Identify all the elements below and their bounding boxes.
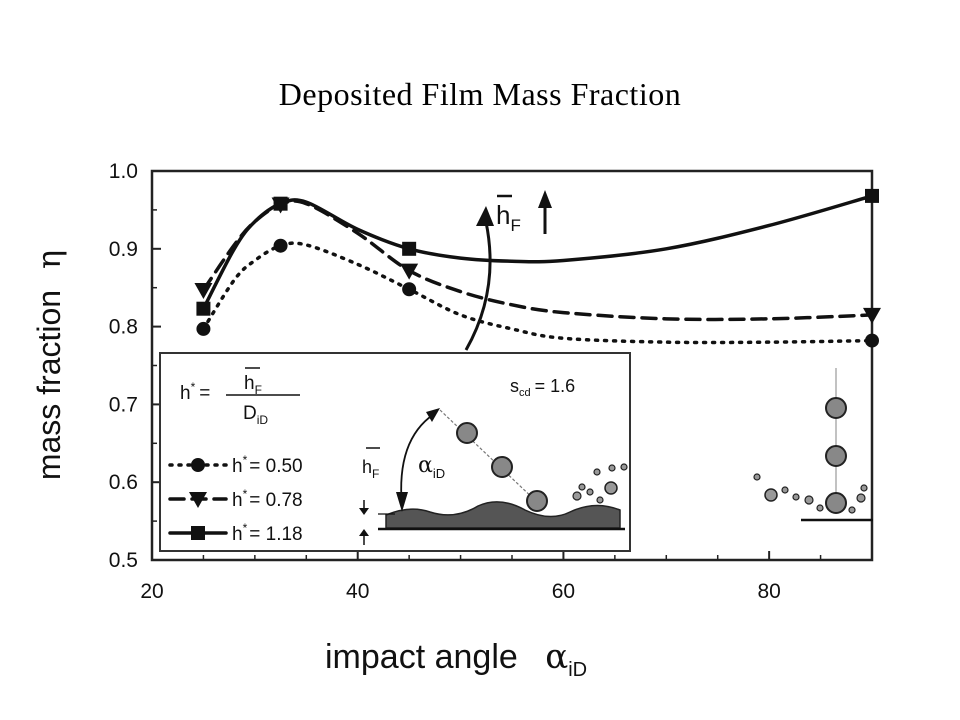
axis-ticks: 20 40 60 80 0.5 0.6 0.7 0.8 0.9 1.0 xyxy=(109,160,822,603)
data-point-marker xyxy=(196,301,211,316)
x-tick-label: 40 xyxy=(346,580,369,603)
normal-impact-schematic xyxy=(753,368,873,522)
y-tick-label: 1.0 xyxy=(109,160,138,183)
y-tick-label: 0.6 xyxy=(109,471,138,494)
y-tick-label: 0.9 xyxy=(109,238,138,261)
legend: h* = 0.50 h* = 0.78 h* = 1.18 xyxy=(168,453,303,545)
angle-label: αiD xyxy=(418,453,445,481)
legend-label: h* = 1.18 xyxy=(232,521,303,545)
slide-title: Deposited Film Mass Fraction xyxy=(278,76,682,112)
s-cd-label: scd = 1.6 xyxy=(510,376,575,399)
data-point-marker xyxy=(194,283,213,300)
data-point-marker xyxy=(865,188,879,203)
y-axis-symbol: η xyxy=(30,250,68,269)
film-height-label: hF xyxy=(362,457,379,481)
legend-marker xyxy=(191,526,205,540)
x-axis-label-text: impact angle xyxy=(325,638,518,676)
legend-label: h* = 0.78 xyxy=(232,487,303,511)
y-axis-label-text: mass fraction xyxy=(31,290,67,480)
series-0 xyxy=(196,238,879,348)
trend-label: h xyxy=(496,200,510,230)
data-point-marker xyxy=(400,263,419,280)
droplet-2 xyxy=(491,456,513,478)
data-point-marker xyxy=(402,282,417,297)
svg-text:impact angle αiD: impact angle αiD xyxy=(325,637,587,681)
trend-arrowhead xyxy=(476,206,494,226)
droplet-1 xyxy=(456,422,478,444)
legend-marker xyxy=(189,492,207,508)
x-axis-symbol: α xyxy=(545,637,568,677)
x-axis-label: impact angle αiD xyxy=(325,637,587,681)
droplet-3 xyxy=(526,490,548,512)
data-point-marker xyxy=(196,321,211,336)
trend-annotation: hF xyxy=(464,190,552,351)
normal-droplet-1 xyxy=(825,397,847,419)
data-point-marker xyxy=(273,196,288,211)
series-layer xyxy=(194,188,881,348)
series-line xyxy=(201,241,874,345)
legend-label: h* = 0.50 xyxy=(232,453,303,477)
svg-text:hF: hF xyxy=(496,200,521,235)
data-point-marker xyxy=(273,238,288,253)
x-axis-symbol-sub: iD xyxy=(568,659,587,681)
data-point-marker xyxy=(865,333,879,348)
normal-droplet-3 xyxy=(825,492,847,514)
y-tick-label: 0.8 xyxy=(109,316,138,339)
x-tick-label: 80 xyxy=(757,580,780,603)
formula-numerator: hF xyxy=(244,373,262,397)
formula-denominator: DiD xyxy=(243,403,268,427)
film-layer xyxy=(385,501,621,529)
formula-lhs: h* = xyxy=(180,380,210,404)
inset-box: h* = hF DiD scd = 1.6 h* = 0.50h* = 0.78h* = … xyxy=(159,352,631,552)
trend-label-sub: F xyxy=(510,216,520,235)
x-tick-label: 60 xyxy=(552,580,575,603)
impact-schematic: hF αiD xyxy=(359,408,628,545)
y-tick-label: 0.7 xyxy=(109,393,138,416)
normal-droplet-2 xyxy=(825,445,847,467)
series-2 xyxy=(196,188,879,316)
data-point-marker xyxy=(863,307,881,324)
y-tick-label: 0.5 xyxy=(109,549,138,572)
svg-text:mass fraction η: mass fraction η xyxy=(30,250,68,480)
x-tick-label: 20 xyxy=(140,580,163,603)
legend-marker xyxy=(191,458,205,472)
legend-item: h* = 0.78 xyxy=(168,487,303,511)
trend-curved-arrow xyxy=(464,221,492,351)
series-line xyxy=(201,194,874,311)
data-point-marker xyxy=(402,241,417,256)
y-axis-label: mass fraction η xyxy=(30,250,68,480)
legend-item: h* = 0.50 xyxy=(168,453,303,477)
legend-item: h* = 1.18 xyxy=(168,521,303,545)
